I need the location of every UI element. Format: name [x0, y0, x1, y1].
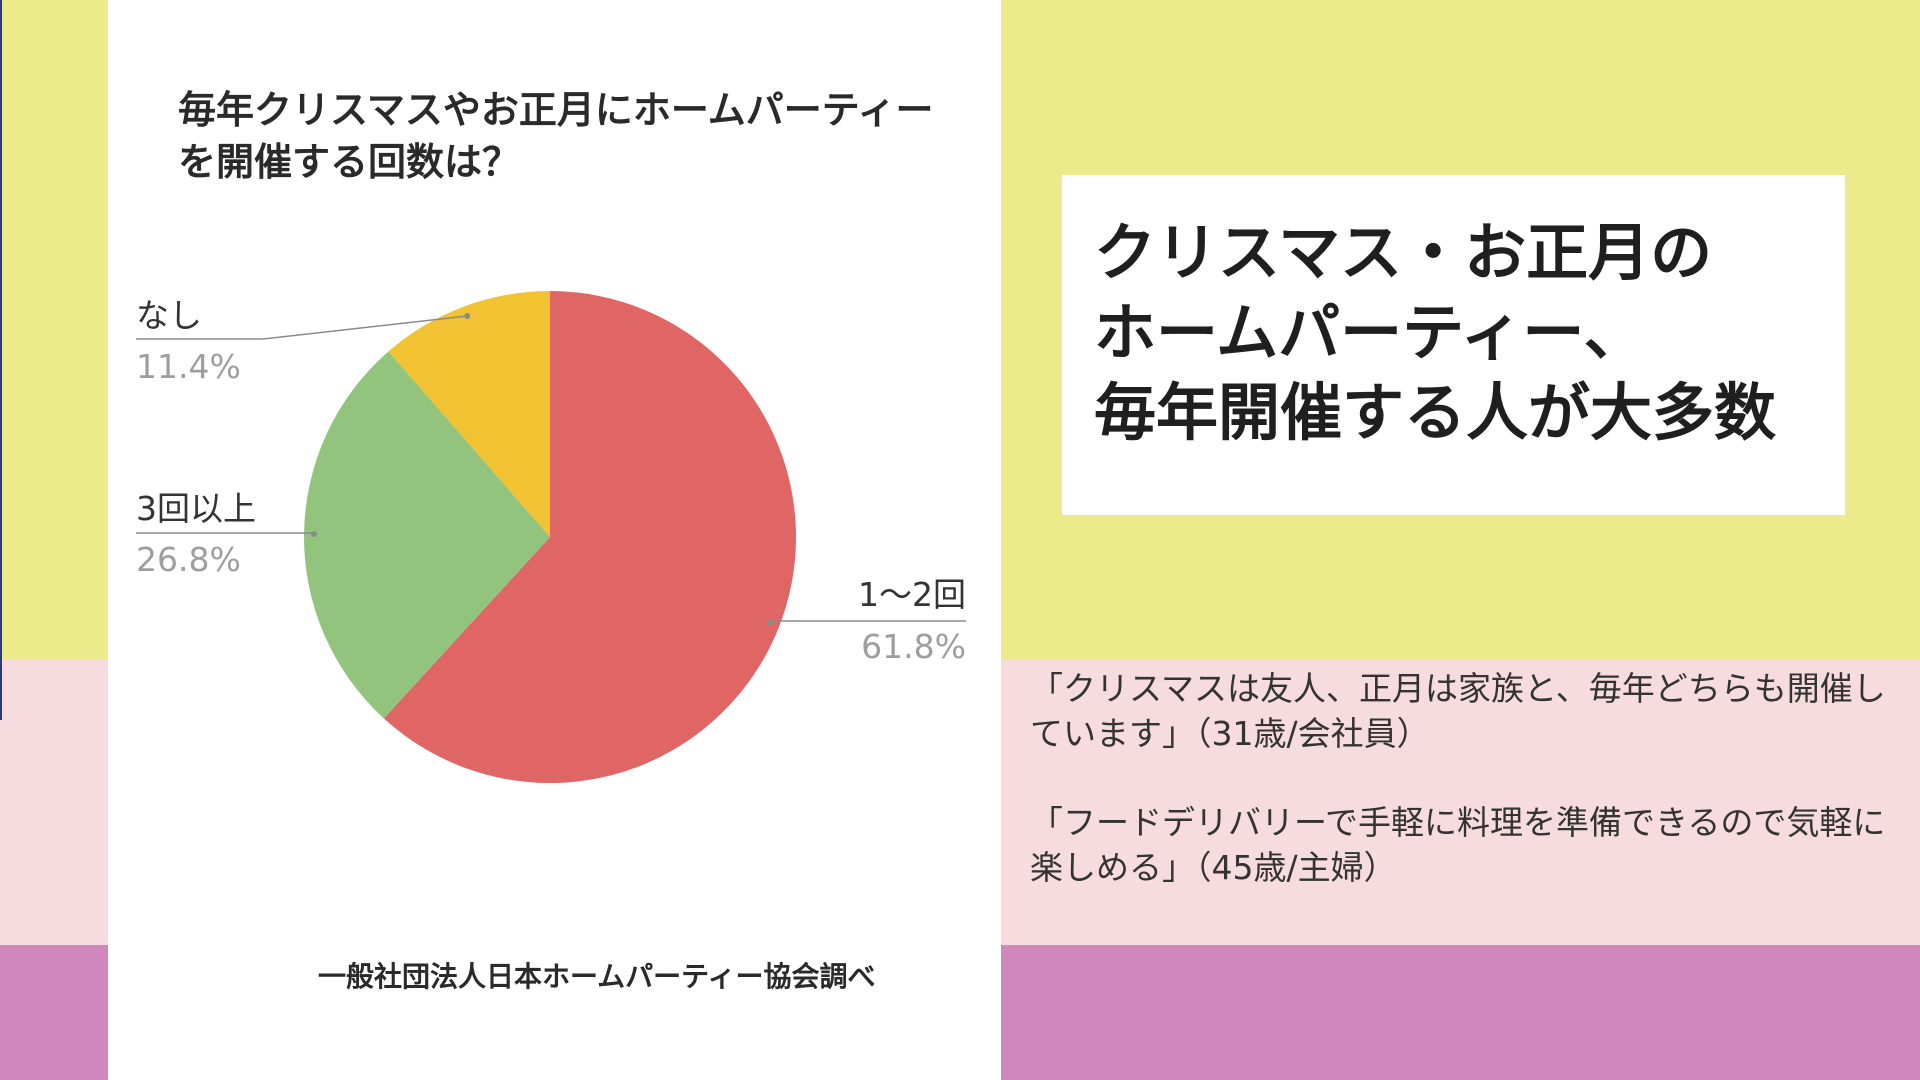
pie-slice-2 — [304, 351, 550, 719]
chart-title: 毎年クリスマスやお正月にホームパーティーを開催する回数は？ — [178, 88, 934, 184]
headline: クリスマス・お正月の ホームパーティー、 毎年開催する人が大多数 — [1094, 213, 1776, 453]
pie-value-label: 61.8% — [861, 627, 966, 666]
pie-value-label: 11.4% — [136, 347, 241, 386]
pie-category-label: なし — [136, 296, 202, 335]
leader-line — [136, 315, 468, 340]
pie-chart: 1〜2回 61.8% 3回以上 26.8% なし 11.4% — [136, 291, 966, 783]
pie-value-label: 26.8% — [136, 540, 241, 579]
leader-line — [136, 532, 315, 535]
left-edge-line — [0, 0, 2, 720]
pie-slice-3 — [388, 291, 550, 537]
pie-slice-1 — [383, 291, 796, 783]
pie-category-label: 1〜2回 — [858, 575, 966, 614]
leader-line — [769, 620, 966, 623]
testimonial-quote: 「フードデリバリーで手軽に料理を準備できるので気軽に楽しめる」（45歳/主婦） — [1030, 803, 1886, 887]
chart-panel: 毎年クリスマスやお正月にホームパーティーを開催する回数は？ 1〜2回 61.8% 3… — [108, 0, 1001, 1080]
pie-category-label: 3回以上 — [136, 489, 256, 528]
headline-box: クリスマス・お正月の ホームパーティー、 毎年開催する人が大多数 — [1062, 175, 1845, 515]
headline-line: ホームパーティー、 — [1094, 296, 1646, 369]
testimonial-quote: 「クリスマスは友人、正月は家族と、毎年どちらも開催しています」（31歳/会社員） — [1030, 669, 1886, 753]
chart-source: 一般社団法人日本ホームパーティー協会調べ — [318, 960, 876, 993]
headline-line: クリスマス・お正月の — [1094, 216, 1713, 289]
headline-line: 毎年開催する人が大多数 — [1094, 376, 1777, 449]
